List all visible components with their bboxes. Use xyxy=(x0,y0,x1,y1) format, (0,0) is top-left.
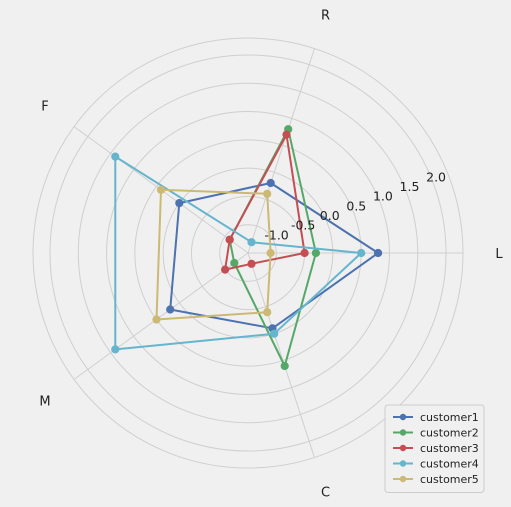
series-customer1 xyxy=(166,178,383,333)
legend-swatch-marker xyxy=(399,475,407,483)
series-line xyxy=(228,128,317,367)
axis-label-F: F xyxy=(41,99,48,114)
data-point xyxy=(247,259,256,268)
data-point xyxy=(166,305,175,314)
radial-tick-label: 1.5 xyxy=(400,179,420,194)
legend-swatch-marker xyxy=(399,429,407,436)
legend: customer1 customer2 customer3 customer4 cust… xyxy=(384,404,485,493)
legend-box xyxy=(384,404,485,493)
axis-label-C: C xyxy=(321,486,330,501)
radial-tick-label: 0.5 xyxy=(346,198,366,213)
series-line xyxy=(224,133,306,271)
radial-tick-label: 1.0 xyxy=(373,189,393,204)
spoke-line xyxy=(247,252,315,458)
data-point xyxy=(266,248,275,258)
data-point xyxy=(263,308,272,317)
label-layer: -1.0-0.5 0.0 0.5 1.0 1.5 2.0 L R F M C xyxy=(39,8,503,500)
data-point xyxy=(357,248,366,258)
legend-label: customer3 xyxy=(420,442,479,455)
radial-tick-label: 2.0 xyxy=(426,169,446,184)
data-point xyxy=(311,248,320,258)
data-point xyxy=(247,238,256,247)
data-point xyxy=(175,199,184,208)
data-point xyxy=(270,329,279,338)
legend-swatch-marker xyxy=(399,413,407,421)
data-point xyxy=(230,258,239,268)
legend-swatch-marker xyxy=(399,460,407,467)
axis-label-R: R xyxy=(321,8,330,23)
series-customer3 xyxy=(221,130,309,274)
data-point xyxy=(111,345,120,354)
legend-label: customer1 xyxy=(420,411,479,424)
axis-label-M: M xyxy=(39,395,50,410)
series-line xyxy=(169,182,380,330)
data-point xyxy=(111,152,120,161)
legend-label: customer4 xyxy=(420,458,479,471)
legend-swatch-marker xyxy=(399,444,407,452)
spoke-line xyxy=(73,252,249,380)
series-layer xyxy=(111,125,383,371)
series-line xyxy=(155,188,272,321)
data-point xyxy=(221,265,230,274)
data-point xyxy=(263,189,272,198)
grid-layer xyxy=(32,37,464,469)
radial-tick-label: -0.5 xyxy=(291,218,315,233)
data-point xyxy=(156,185,166,194)
data-point xyxy=(374,248,383,258)
data-point xyxy=(280,361,289,371)
axis-label-L: L xyxy=(495,247,503,262)
data-point xyxy=(225,235,234,244)
legend-label: customer5 xyxy=(420,473,479,486)
data-point xyxy=(266,178,275,188)
radial-tick-label: 0.0 xyxy=(320,208,340,223)
spoke-line xyxy=(247,48,315,254)
data-point xyxy=(300,248,309,258)
legend-label: customer2 xyxy=(420,427,479,440)
data-point xyxy=(282,130,291,139)
radial-tick-label: -1.0 xyxy=(264,227,288,242)
series-customer5 xyxy=(152,185,275,324)
data-point xyxy=(152,315,161,324)
